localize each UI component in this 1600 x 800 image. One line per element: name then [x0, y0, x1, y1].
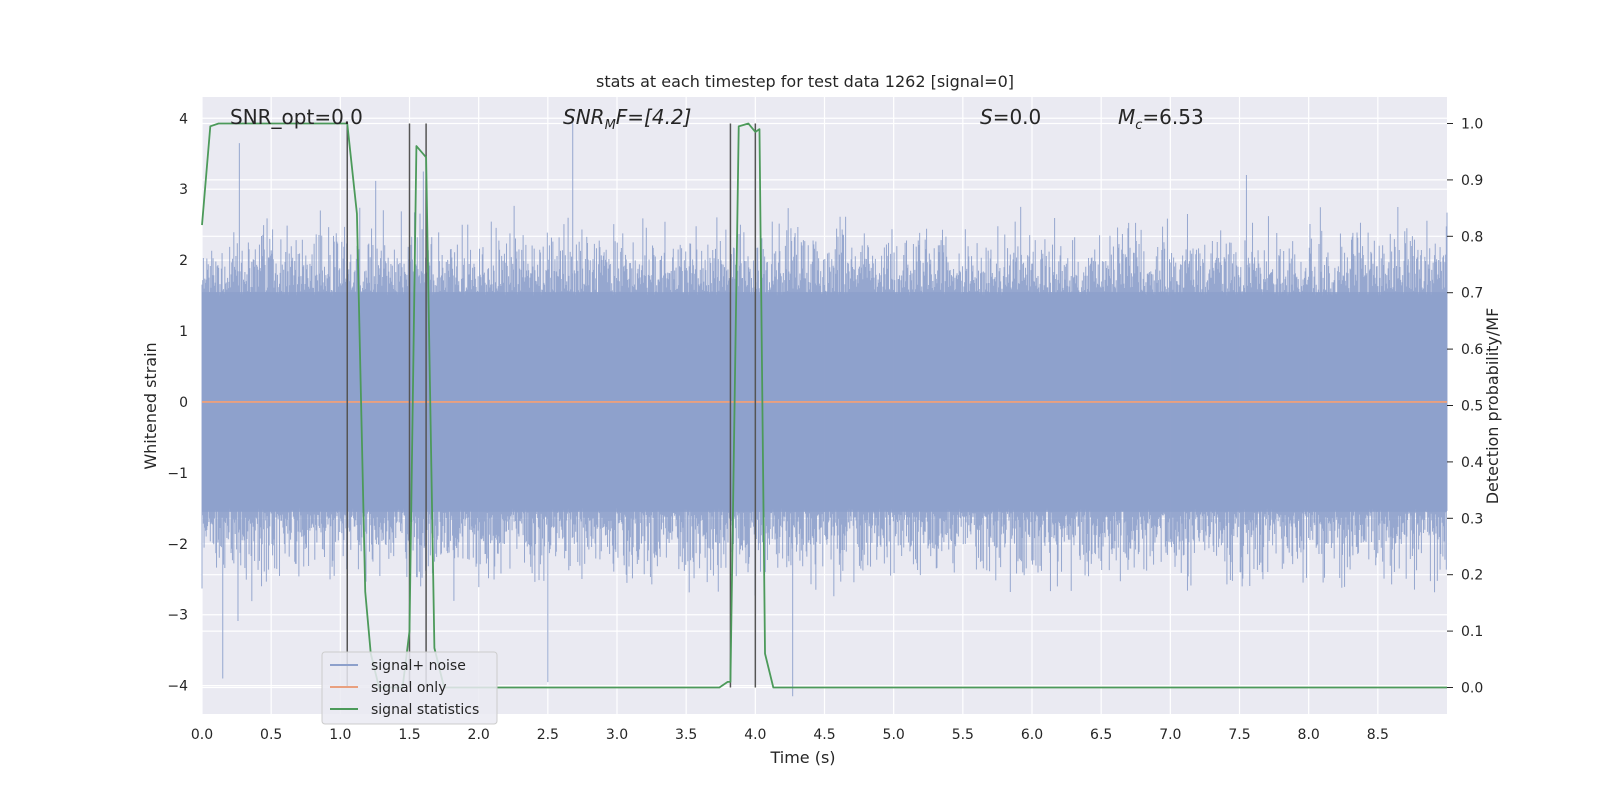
x-tick-label: 8.5 [1367, 727, 1389, 743]
y2-axis-label: Detection probability/MF [1483, 308, 1502, 505]
y2-tick-label: 0.0 [1461, 680, 1483, 696]
y2-tick-label: 0.2 [1461, 568, 1483, 584]
y2-tick-label: 1.0 [1461, 117, 1483, 133]
y2-tick-label: 0.5 [1461, 399, 1483, 415]
x-tick-label: 0.0 [191, 727, 213, 743]
y-tick-label: −2 [167, 537, 188, 553]
y-tick-label: −4 [167, 679, 188, 695]
noise-trace [201, 121, 1448, 697]
legend-label-signal-noise: signal+ noise [371, 658, 466, 674]
y2-tick-label: 0.3 [1461, 511, 1483, 527]
x-tick-label: 1.5 [398, 727, 420, 743]
x-tick-label: 6.5 [1090, 727, 1112, 743]
y2-tick-label: 0.9 [1461, 173, 1483, 189]
legend-box [321, 651, 498, 725]
legend-label-signal-only: signal only [371, 680, 446, 696]
x-tick-label: 5.5 [952, 727, 974, 743]
y-tick-label: −1 [167, 466, 188, 482]
x-tick-label: 7.5 [1228, 727, 1250, 743]
annotation-mc: Mc=6.53 [1118, 105, 1204, 133]
x-tick-label: 2.5 [537, 727, 559, 743]
legend: signal+ noise signal only signal statist… [321, 651, 498, 725]
y-tick-label: 1 [179, 324, 188, 340]
x-tick-label: 4.5 [813, 727, 835, 743]
y2-tick-label: 0.4 [1461, 455, 1483, 471]
event-markers [346, 123, 757, 688]
chart-title: stats at each timestep for test data 126… [596, 72, 1014, 91]
y2-tick-label: 0.8 [1461, 229, 1483, 245]
x-axis-label: Time (s) [769, 748, 835, 767]
y-tick-label: 3 [179, 182, 188, 198]
legend-label-signal-statistics: signal statistics [371, 702, 479, 718]
y-tick-label: 4 [179, 111, 188, 127]
x-tick-label: 8.0 [1298, 727, 1320, 743]
x-tick-label: 1.0 [329, 727, 351, 743]
x-tick-label: 5.0 [883, 727, 905, 743]
y-tick-label: −3 [167, 608, 188, 624]
x-tick-label: 4.0 [744, 727, 766, 743]
y-tick-label: 2 [179, 253, 188, 269]
x-tick-label: 2.0 [468, 727, 490, 743]
y-axis-label: Whitened strain [141, 342, 160, 469]
annotation-snr-opt: SNR_opt=0.0 [230, 105, 363, 129]
y2-tick-label: 0.6 [1461, 342, 1483, 358]
x-tick-label: 3.5 [675, 727, 697, 743]
y2-tick-label: 0.1 [1461, 624, 1483, 640]
x-tick-label: 7.0 [1159, 727, 1181, 743]
annotation-snr-mf: SNRMF=[4.2] [563, 105, 691, 133]
x-tick-label: 0.5 [260, 727, 282, 743]
x-tick-label: 3.0 [606, 727, 628, 743]
y-tick-label: 0 [179, 395, 188, 411]
y2-tick-label: 0.7 [1461, 286, 1483, 302]
annotation-s: S=0.0 [980, 105, 1041, 129]
x-tick-label: 6.0 [1021, 727, 1043, 743]
ticks: 0.0 0.5 1.0 1.5 2.0 2.5 3.0 3.5 4.0 4.5 5.0 5.5 6.0 6… [167, 111, 1483, 743]
